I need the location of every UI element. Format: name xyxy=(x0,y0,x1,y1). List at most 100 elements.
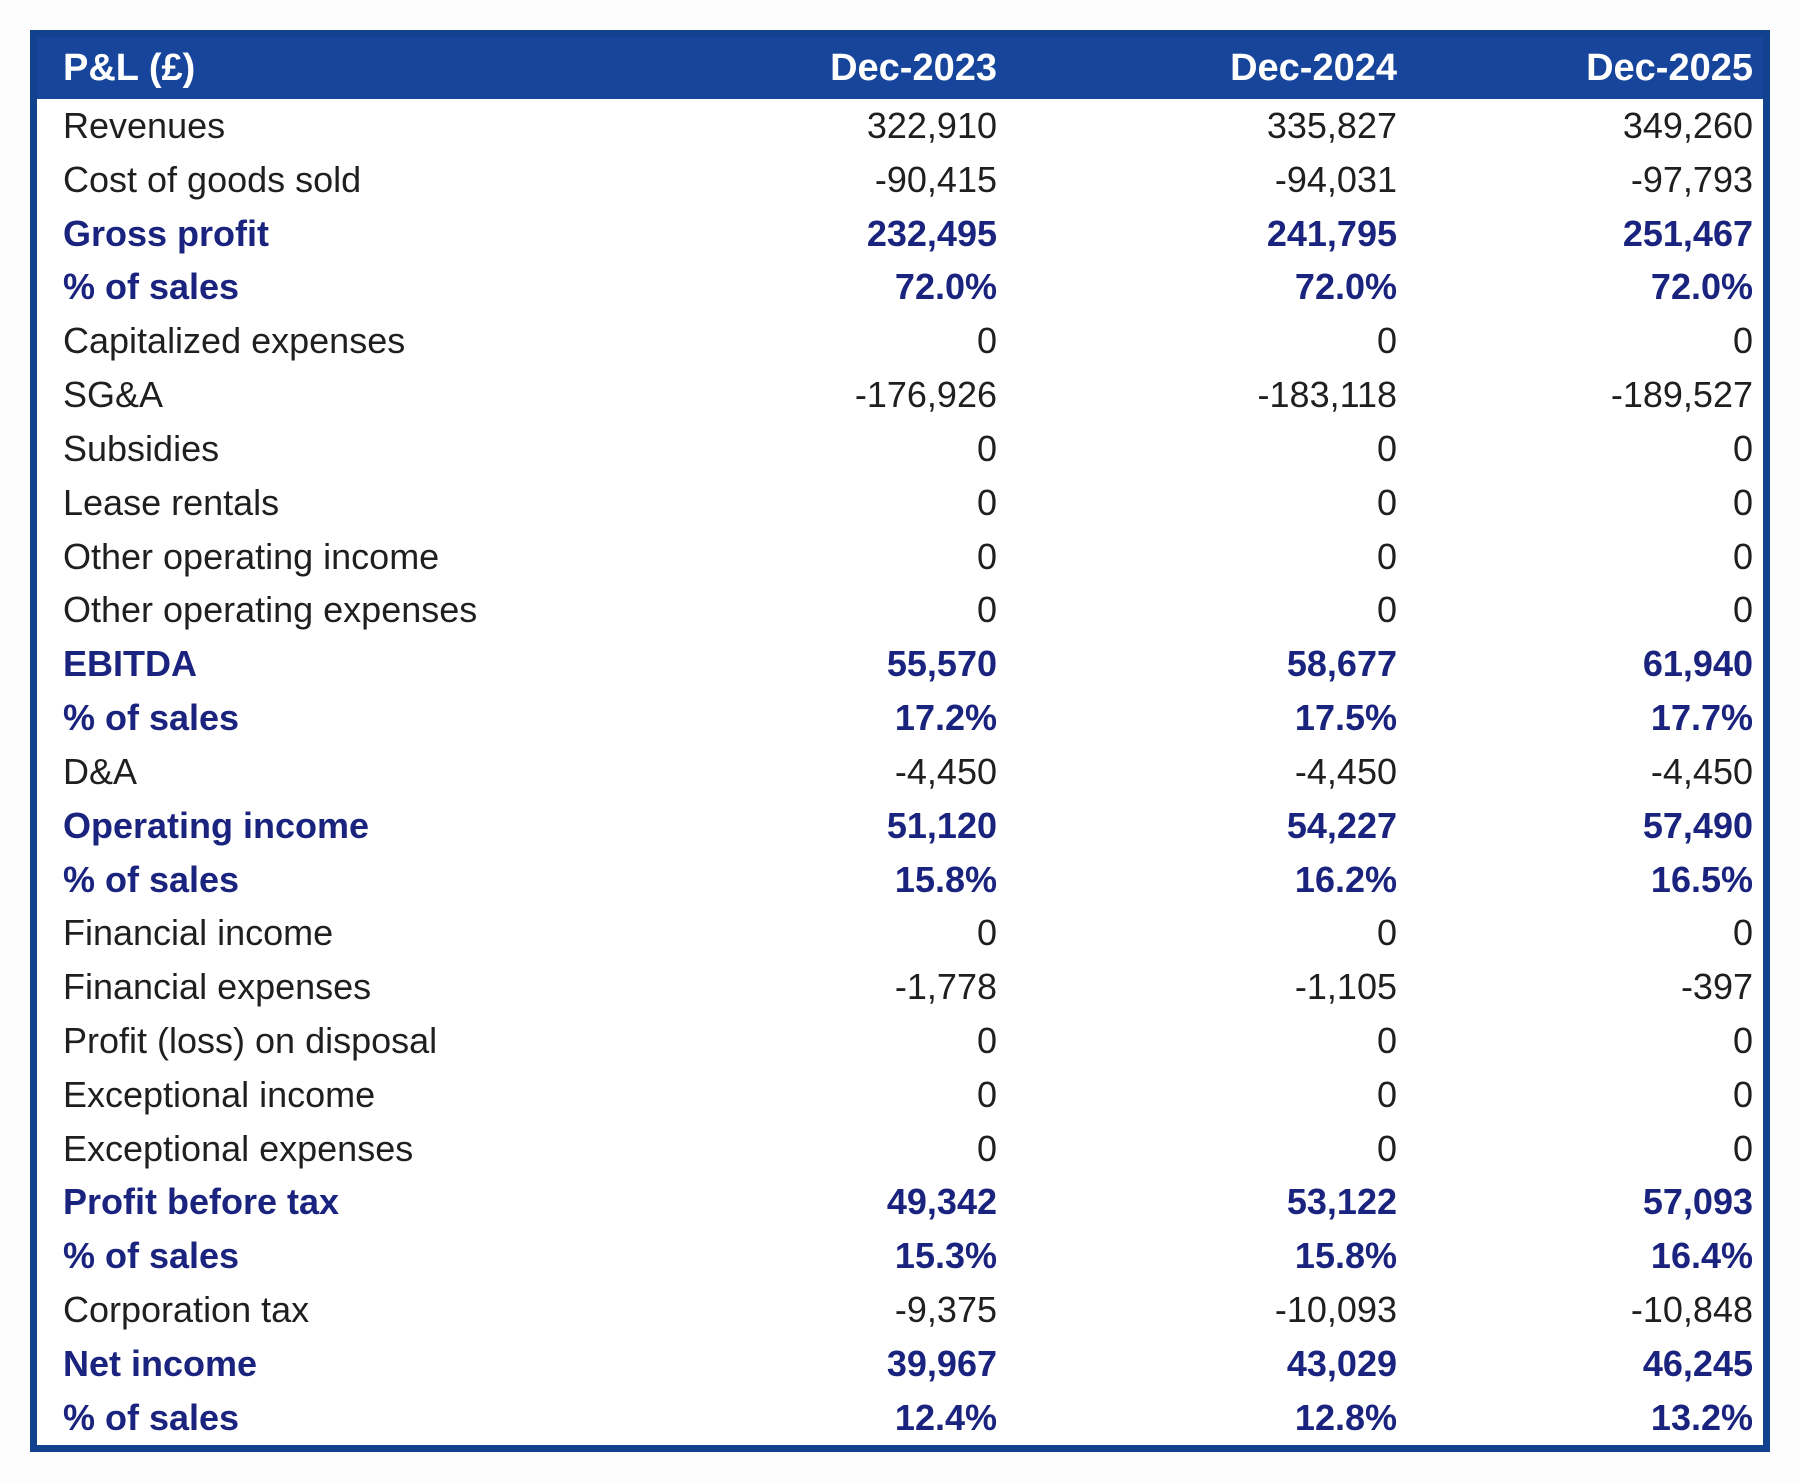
table-row: Capitalized expenses 0 0 0 xyxy=(37,314,1763,368)
row-label: Profit before tax xyxy=(63,1181,340,1223)
row-value: 43,029 xyxy=(1286,1342,1397,1384)
row-label: % of sales xyxy=(63,266,240,308)
row-value: 51,120 xyxy=(886,804,997,846)
row-value: 15.8% xyxy=(1294,1235,1397,1277)
table-row: Corporation tax -9,375 -10,093 -10,848 xyxy=(37,1283,1763,1337)
row-value: 0 xyxy=(1376,1073,1397,1115)
table-row: Financial expenses -1,778 -1,105 -397 xyxy=(37,960,1763,1014)
row-value: 322,910 xyxy=(866,104,997,146)
row-value: 0 xyxy=(976,427,997,469)
pl-table: P&L (£) Dec-2023 Dec-2024 Dec-2025 Reven… xyxy=(37,37,1763,1445)
row-value: 17.7% xyxy=(1650,697,1753,739)
row-value: 0 xyxy=(976,1073,997,1115)
row-value: -97,793 xyxy=(1630,158,1753,200)
row-value: -10,093 xyxy=(1274,1289,1397,1331)
row-label: Capitalized expenses xyxy=(63,320,406,362)
row-value: 0 xyxy=(976,320,997,362)
row-label: Exceptional expenses xyxy=(63,1127,414,1169)
row-value: 0 xyxy=(1732,1019,1753,1061)
row-label: Other operating income xyxy=(63,535,440,577)
row-value: 0 xyxy=(1732,912,1753,954)
row-label: Revenues xyxy=(63,104,226,146)
row-label: % of sales xyxy=(63,1235,240,1277)
row-value: 0 xyxy=(1376,589,1397,631)
row-value: 17.2% xyxy=(894,697,997,739)
table-row: Cost of goods sold -90,415 -94,031 -97,793 xyxy=(37,153,1763,207)
row-value: 12.4% xyxy=(894,1396,997,1438)
table-row: D&A -4,450 -4,450 -4,450 xyxy=(37,745,1763,799)
table-row: Subsidies 0 0 0 xyxy=(37,422,1763,476)
table-row: % of sales 72.0% 72.0% 72.0% xyxy=(37,260,1763,314)
table-row: % of sales 15.3% 15.8% 16.4% xyxy=(37,1229,1763,1283)
row-value: 72.0% xyxy=(1650,266,1753,308)
row-value: 0 xyxy=(1376,320,1397,362)
row-label: Net income xyxy=(63,1342,258,1384)
row-value: -4,450 xyxy=(1294,750,1397,792)
row-value: 0 xyxy=(976,535,997,577)
row-label: % of sales xyxy=(63,697,240,739)
row-label: Lease rentals xyxy=(63,481,280,523)
row-value: 0 xyxy=(976,589,997,631)
table-row: Profit before tax 49,342 53,122 57,093 xyxy=(37,1176,1763,1230)
row-label: Operating income xyxy=(63,804,370,846)
row-label: EBITDA xyxy=(63,643,197,685)
row-value: -9,375 xyxy=(894,1289,997,1331)
row-value: 72.0% xyxy=(1294,266,1397,308)
row-value: 13.2% xyxy=(1650,1396,1753,1438)
row-value: 0 xyxy=(1732,589,1753,631)
column-header-dec-2023: Dec-2023 xyxy=(592,37,1007,99)
row-value: 46,245 xyxy=(1642,1342,1753,1384)
row-value: 61,940 xyxy=(1642,643,1753,685)
row-label: Other operating expenses xyxy=(63,589,478,631)
table-row: Profit (loss) on disposal 0 0 0 xyxy=(37,1014,1763,1068)
row-label: Financial income xyxy=(63,912,334,954)
row-value: 349,260 xyxy=(1622,104,1753,146)
row-value: -1,778 xyxy=(894,966,997,1008)
row-value: 0 xyxy=(1732,427,1753,469)
row-label: Gross profit xyxy=(63,212,270,254)
row-value: 15.3% xyxy=(894,1235,997,1277)
row-value: 0 xyxy=(976,912,997,954)
row-label: D&A xyxy=(63,750,138,792)
row-value: 57,093 xyxy=(1642,1181,1753,1223)
table-title: P&L (£) xyxy=(37,37,592,99)
row-value: -10,848 xyxy=(1630,1289,1753,1331)
row-value: -94,031 xyxy=(1274,158,1397,200)
row-value: 0 xyxy=(1376,1127,1397,1169)
row-label: Cost of goods sold xyxy=(63,158,362,200)
row-value: 58,677 xyxy=(1286,643,1397,685)
table-row: Revenues 322,910 335,827 349,260 xyxy=(37,99,1763,153)
header-row: P&L (£) Dec-2023 Dec-2024 Dec-2025 xyxy=(37,37,1763,99)
row-value: -183,118 xyxy=(1257,374,1397,416)
table-row: % of sales 12.4% 12.8% 13.2% xyxy=(37,1391,1763,1445)
table-row: Exceptional expenses 0 0 0 xyxy=(37,1122,1763,1176)
table-row: Other operating expenses 0 0 0 xyxy=(37,583,1763,637)
row-label: Corporation tax xyxy=(63,1289,310,1331)
row-value: 0 xyxy=(1732,320,1753,362)
row-value: 0 xyxy=(976,481,997,523)
row-label: % of sales xyxy=(63,858,240,900)
row-label: SG&A xyxy=(63,374,164,416)
column-header-dec-2025: Dec-2025 xyxy=(1407,37,1763,99)
row-value: 15.8% xyxy=(894,858,997,900)
row-value: 0 xyxy=(1376,1019,1397,1061)
row-value: 39,967 xyxy=(886,1342,997,1384)
pl-table-frame: P&L (£) Dec-2023 Dec-2024 Dec-2025 Reven… xyxy=(30,30,1770,1452)
row-value: 232,495 xyxy=(866,212,997,254)
table-row: Exceptional income 0 0 0 xyxy=(37,1068,1763,1122)
row-value: 16.4% xyxy=(1650,1235,1753,1277)
row-value: 0 xyxy=(1732,1127,1753,1169)
row-label: % of sales xyxy=(63,1396,240,1438)
row-value: 0 xyxy=(976,1019,997,1061)
row-value: -1,105 xyxy=(1294,966,1397,1008)
row-value: 0 xyxy=(1732,535,1753,577)
table-row: Lease rentals 0 0 0 xyxy=(37,476,1763,530)
row-value: -4,450 xyxy=(1650,750,1753,792)
table-row: EBITDA 55,570 58,677 61,940 xyxy=(37,637,1763,691)
row-value: 0 xyxy=(1376,481,1397,523)
row-value: -397 xyxy=(1680,966,1753,1008)
row-value: -90,415 xyxy=(874,158,997,200)
row-value: 12.8% xyxy=(1294,1396,1397,1438)
row-value: 251,467 xyxy=(1622,212,1753,254)
row-label: Profit (loss) on disposal xyxy=(63,1019,438,1061)
